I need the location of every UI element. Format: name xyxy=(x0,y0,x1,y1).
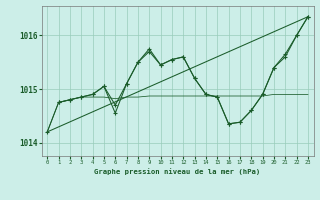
X-axis label: Graphe pression niveau de la mer (hPa): Graphe pression niveau de la mer (hPa) xyxy=(94,168,261,175)
